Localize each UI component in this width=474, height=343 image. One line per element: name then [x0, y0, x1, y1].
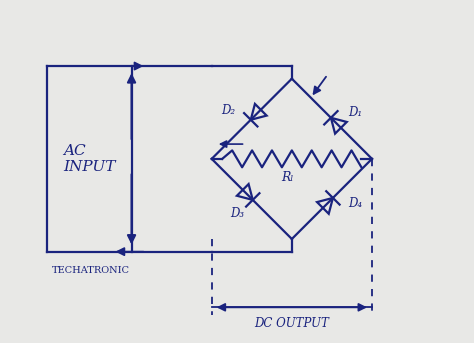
Text: D₁: D₁	[348, 106, 362, 119]
Text: D₂: D₂	[221, 104, 236, 117]
Text: Rₗ: Rₗ	[282, 171, 294, 184]
Text: D₄: D₄	[348, 197, 362, 210]
Text: TECHATRONIC: TECHATRONIC	[51, 267, 129, 275]
Text: AC
INPUT: AC INPUT	[63, 144, 116, 174]
Text: D₃: D₃	[230, 207, 244, 220]
Text: DC OUTPUT: DC OUTPUT	[255, 317, 329, 330]
